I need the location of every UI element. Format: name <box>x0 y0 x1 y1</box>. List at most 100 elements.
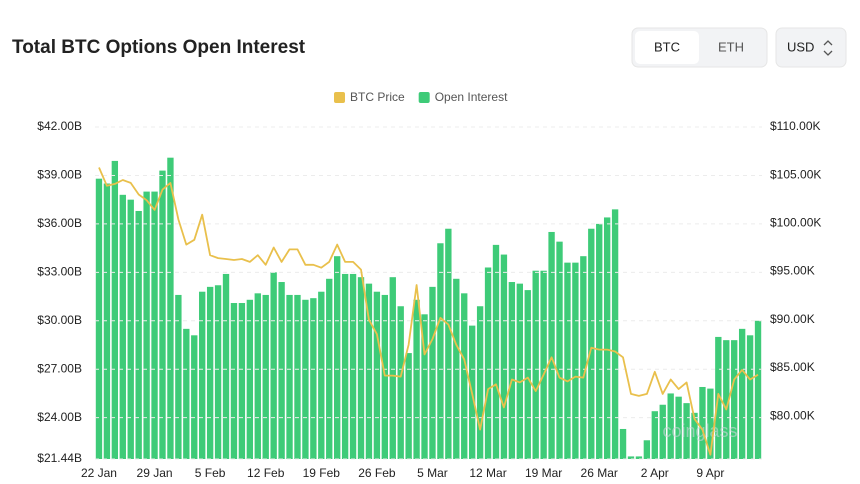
legend-label: BTC Price <box>350 90 405 104</box>
y-tick-label: $39.00B <box>37 168 82 182</box>
bar <box>341 273 349 459</box>
bar <box>389 277 396 459</box>
bar <box>659 404 666 459</box>
bar <box>500 254 508 459</box>
bar <box>683 403 690 459</box>
bar <box>405 353 412 459</box>
bar <box>691 412 698 459</box>
x-tick-label: 19 Feb <box>303 466 341 480</box>
bar <box>461 293 468 459</box>
bar <box>603 217 611 459</box>
x-tick-label: 22 Jan <box>81 466 117 480</box>
bar <box>524 290 531 459</box>
bar <box>492 244 500 459</box>
bar <box>540 270 547 459</box>
y-tick-label: $21.44B <box>37 451 82 465</box>
bar <box>214 285 222 459</box>
x-tick-label: 26 Feb <box>358 466 396 480</box>
bar <box>119 194 126 459</box>
bar <box>675 396 682 459</box>
x-tick-label: 12 Feb <box>247 466 285 480</box>
chart-title: Total BTC Options Open Interest <box>12 37 306 58</box>
bar <box>230 303 238 459</box>
bar <box>707 388 714 459</box>
bar <box>516 283 523 459</box>
bar <box>199 291 206 459</box>
bar <box>206 286 214 459</box>
bar <box>723 340 730 459</box>
x-tick-label: 2 Apr <box>641 466 669 480</box>
bar <box>310 298 317 459</box>
bar <box>588 228 595 459</box>
y2-tick-label: $85.00K <box>770 360 815 374</box>
legend-label: Open Interest <box>435 90 508 104</box>
bar <box>596 223 603 459</box>
bar <box>286 294 293 459</box>
bar <box>246 299 254 459</box>
asset-selected <box>635 31 699 64</box>
bar <box>421 314 428 459</box>
bar <box>445 228 452 459</box>
y-tick-label: $33.00B <box>37 265 82 279</box>
bar <box>262 294 269 459</box>
y2-tick-label: $90.00K <box>770 312 815 326</box>
x-tick-label: 12 Mar <box>469 466 506 480</box>
bar <box>619 428 627 459</box>
bar <box>746 335 754 459</box>
bar <box>429 286 436 459</box>
bar <box>167 157 174 459</box>
bar <box>365 283 373 459</box>
x-tick-label: 19 Mar <box>525 466 562 480</box>
bar <box>754 320 762 459</box>
bar <box>270 272 277 459</box>
bar <box>437 243 444 459</box>
bar <box>643 440 651 459</box>
bar <box>294 294 301 459</box>
y2-tick-label: $80.00K <box>770 408 815 422</box>
bar <box>318 291 325 459</box>
y-tick-label: $42.00B <box>37 119 82 133</box>
y-tick-label: $27.00B <box>37 361 82 375</box>
bar <box>254 293 261 459</box>
legend-swatch <box>418 92 430 103</box>
bar <box>357 277 365 459</box>
bar <box>238 303 246 459</box>
bar <box>175 294 182 459</box>
y-tick-label: $30.00B <box>37 313 82 327</box>
currency-select[interactable] <box>775 27 847 68</box>
legend-swatch <box>334 92 345 103</box>
bar <box>127 199 134 459</box>
bar <box>222 273 230 459</box>
bar <box>159 170 166 459</box>
bar <box>191 335 198 459</box>
bar <box>397 306 404 459</box>
y2-tick-label: $95.00K <box>770 264 815 278</box>
bar <box>381 294 389 459</box>
bar <box>278 282 285 459</box>
asset-btc[interactable]: BTC <box>654 39 680 54</box>
bar <box>731 340 738 459</box>
bar <box>556 241 563 459</box>
x-tick-label: 5 Mar <box>417 466 448 480</box>
currency-label: USD <box>787 39 814 54</box>
price-line <box>98 167 759 456</box>
bar <box>738 328 746 459</box>
asset-eth[interactable]: ETH <box>718 39 744 54</box>
bar <box>334 256 341 459</box>
bar <box>476 306 484 459</box>
bar <box>667 393 674 459</box>
y2-tick-label: $105.00K <box>770 167 821 181</box>
bar <box>95 178 103 459</box>
bar <box>508 282 516 459</box>
bar <box>572 262 579 459</box>
chevron-icon <box>823 40 833 56</box>
bar <box>143 191 150 460</box>
bar <box>302 299 309 459</box>
x-tick-label: 29 Jan <box>137 466 173 480</box>
bar <box>151 191 158 460</box>
bar <box>349 273 357 459</box>
bar <box>373 291 381 459</box>
x-tick-label: 26 Mar <box>581 466 618 480</box>
